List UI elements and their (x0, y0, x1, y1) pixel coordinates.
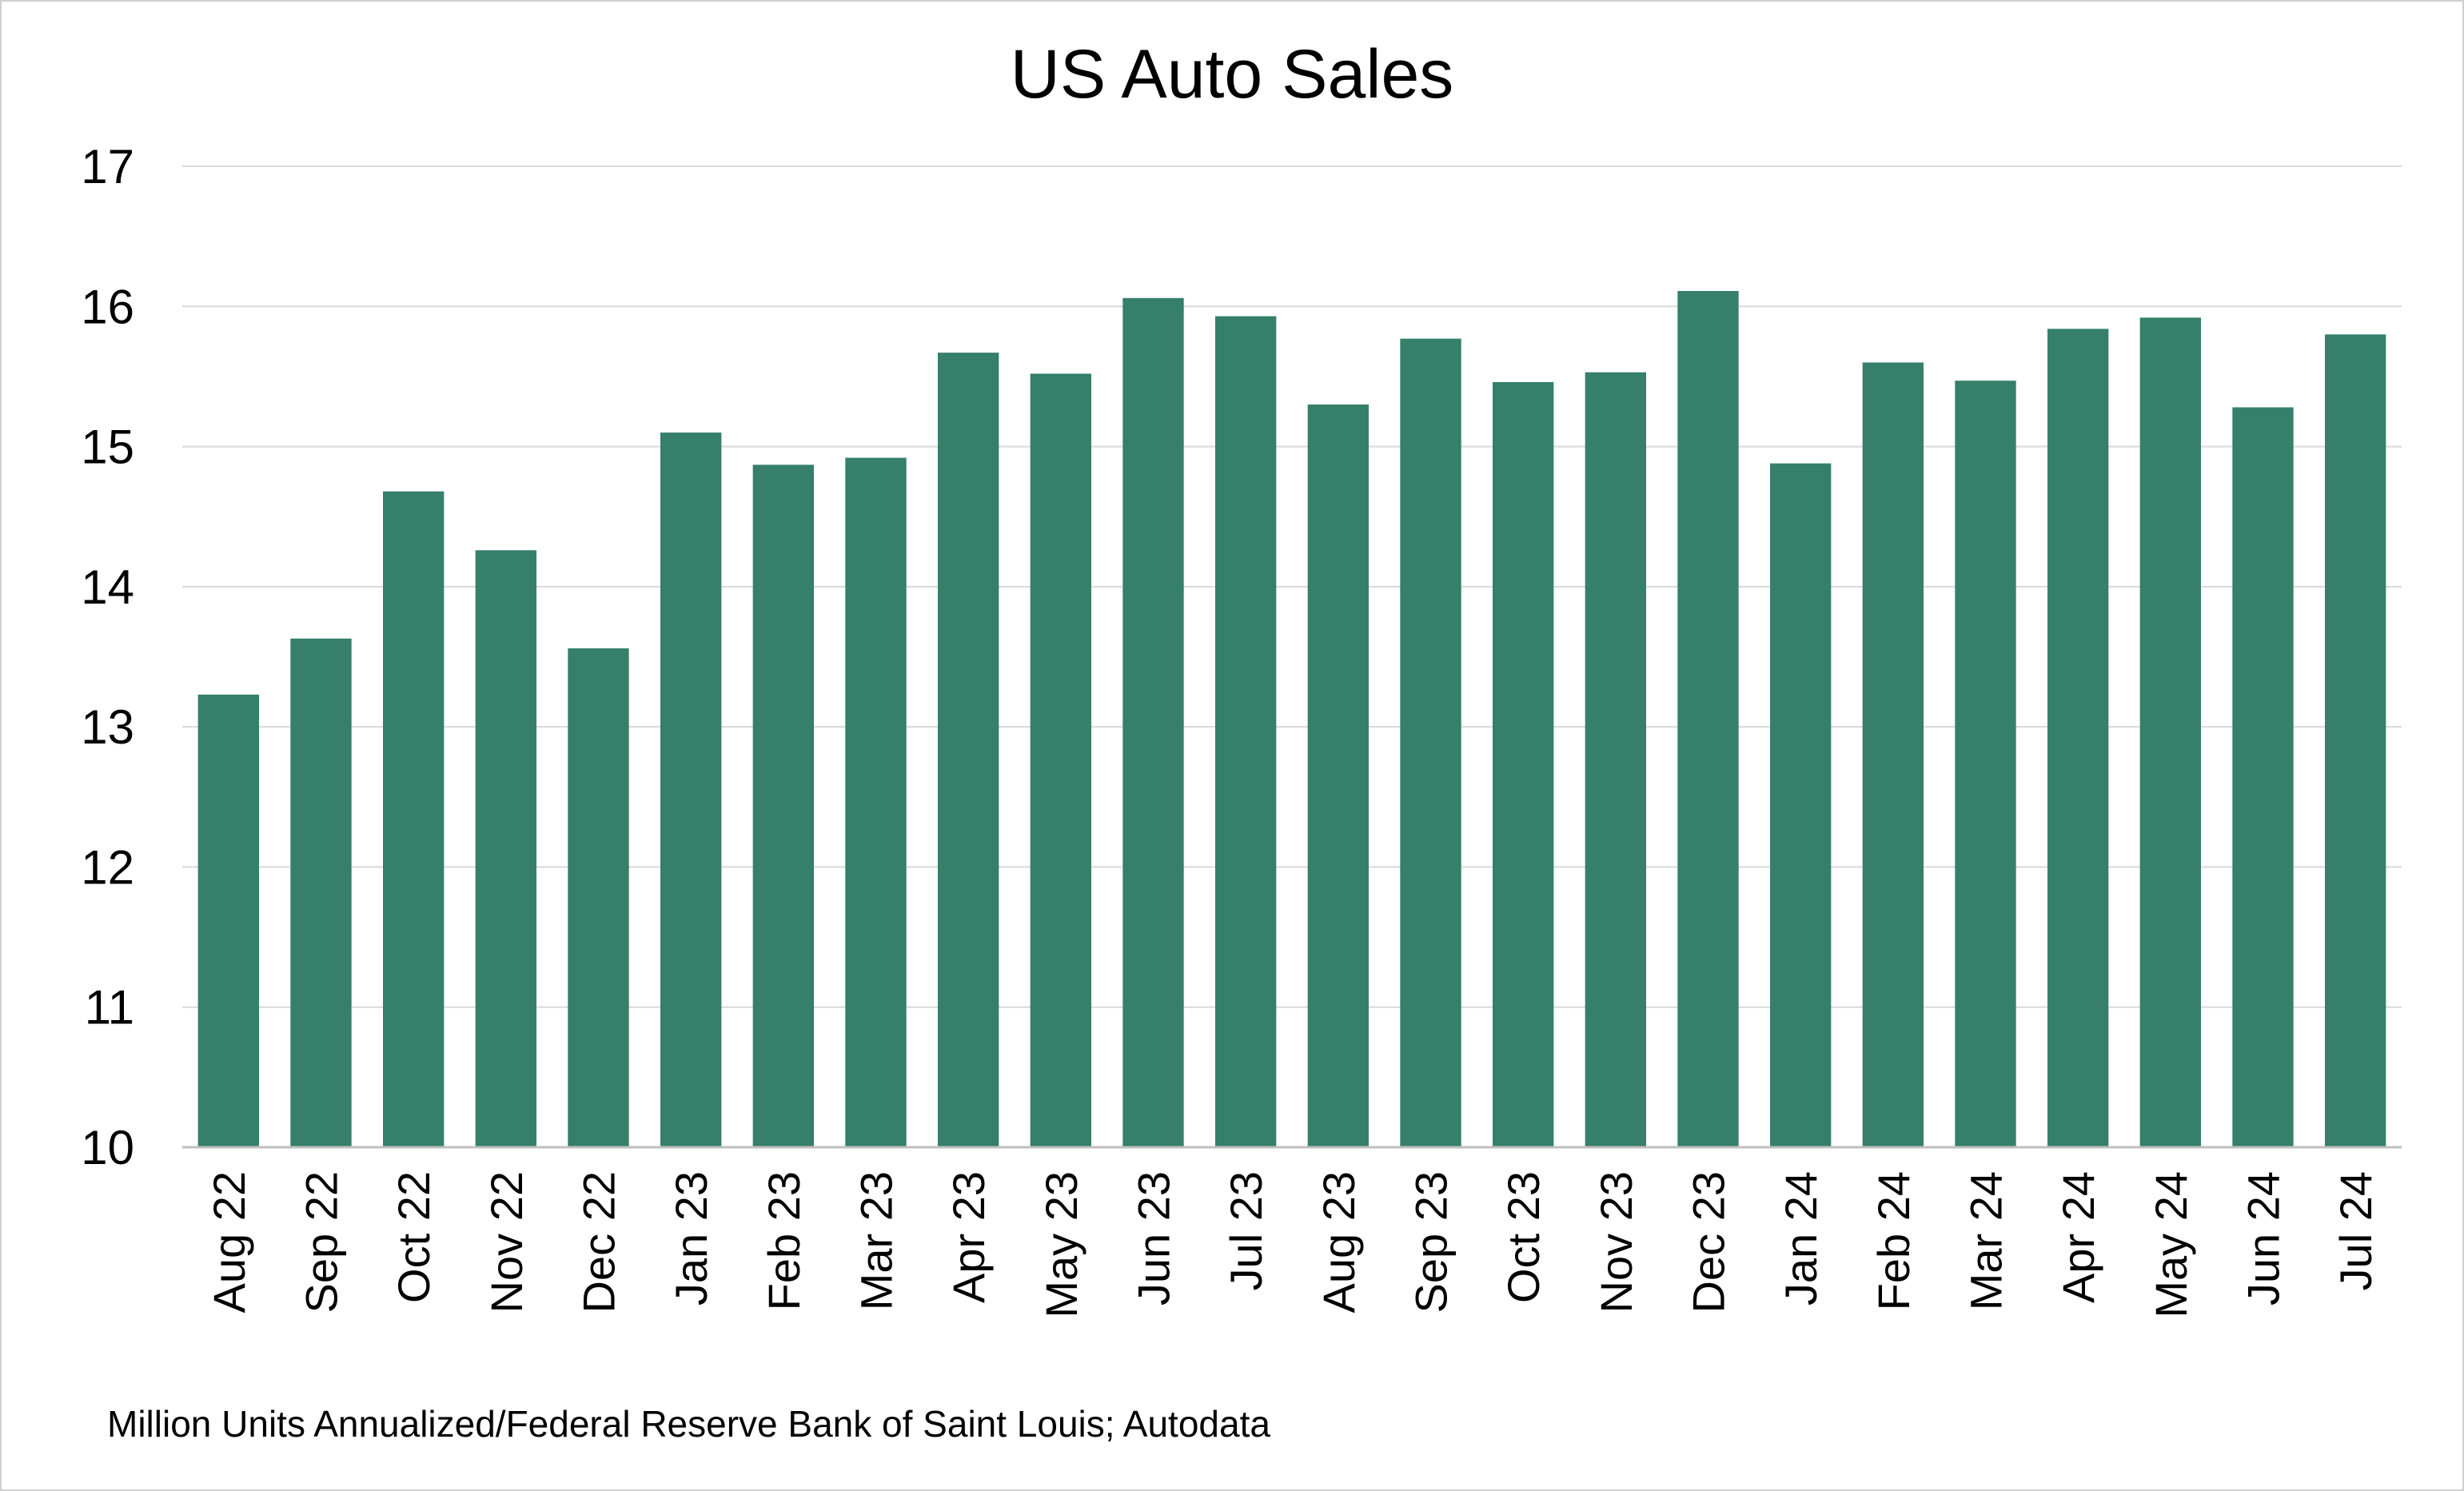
x-tick-label: Apr 23 (943, 1171, 994, 1303)
x-tick-label: Aug 22 (204, 1171, 254, 1314)
x-axis-ticks: Aug 22 Sep 22 Oct 22 Nov 22 Dec 22 Jan 23 Feb … (204, 1171, 2381, 1318)
bar (1214, 316, 1277, 1148)
y-tick-label: 13 (81, 700, 134, 754)
y-tick-label: 12 (81, 840, 134, 894)
bar (1307, 404, 1370, 1147)
x-tick-label: Apr 24 (2053, 1171, 2103, 1303)
bars (197, 291, 2386, 1148)
x-tick-label: Mar 23 (851, 1171, 902, 1310)
bar (752, 464, 815, 1147)
x-tick-label: May 23 (1036, 1171, 1086, 1318)
bar (1585, 372, 1647, 1147)
bar (1122, 297, 1184, 1148)
x-tick-label: Mar 24 (1961, 1171, 2011, 1310)
bar (568, 648, 629, 1147)
bar (1030, 373, 1092, 1147)
y-tick-label: 14 (81, 560, 134, 614)
y-tick-label: 10 (81, 1121, 134, 1174)
y-tick-label: 11 (85, 981, 134, 1035)
bar (382, 491, 445, 1147)
x-tick-label: Feb 23 (759, 1171, 809, 1310)
x-tick-label: Dec 23 (1684, 1171, 1734, 1313)
x-tick-label: Oct 23 (1498, 1171, 1549, 1303)
bar (290, 638, 352, 1147)
x-tick-label: Aug 23 (1314, 1171, 1364, 1314)
x-tick-label: Sep 23 (1406, 1171, 1457, 1314)
gridlines (182, 165, 2402, 1008)
chart-title: US Auto Sales (1011, 36, 1454, 113)
bar (1955, 381, 2016, 1147)
x-tick-label: Jun 24 (2239, 1171, 2289, 1306)
x-tick-label: Nov 23 (1591, 1171, 1641, 1313)
bar (1677, 291, 1739, 1147)
bar (2324, 334, 2386, 1147)
x-tick-label: Dec 22 (574, 1171, 624, 1313)
x-tick-label: Jul 24 (2330, 1171, 2381, 1290)
bar (1862, 362, 1924, 1147)
bar (2232, 407, 2294, 1147)
x-tick-label: Jun 23 (1129, 1171, 1179, 1306)
y-tick-label: 16 (81, 280, 134, 333)
source-note: Million Units Annualized/Federal Reserve… (107, 1403, 1270, 1445)
y-tick-label: 17 (81, 140, 134, 193)
x-tick-label: Jan 24 (1776, 1171, 1826, 1306)
x-tick-label: May 24 (2146, 1171, 2196, 1318)
bar (475, 550, 537, 1147)
y-axis-ticks: 10 11 12 13 14 15 16 17 (81, 140, 134, 1174)
bar (2139, 317, 2202, 1147)
x-tick-label: Jul 23 (1221, 1171, 1271, 1290)
x-tick-label: Oct 22 (389, 1171, 439, 1303)
y-tick-label: 15 (81, 421, 134, 474)
bar (1769, 463, 1832, 1147)
bar (937, 353, 999, 1147)
bar (197, 694, 260, 1147)
bar (2047, 329, 2109, 1147)
x-tick-label: Feb 24 (1868, 1171, 1919, 1310)
bar (1492, 381, 1554, 1147)
x-tick-label: Jan 23 (666, 1171, 716, 1306)
bar (1400, 338, 1461, 1147)
x-tick-label: Sep 22 (297, 1171, 347, 1314)
x-tick-label: Nov 22 (481, 1171, 532, 1313)
bar (845, 457, 907, 1147)
bar (660, 433, 722, 1147)
